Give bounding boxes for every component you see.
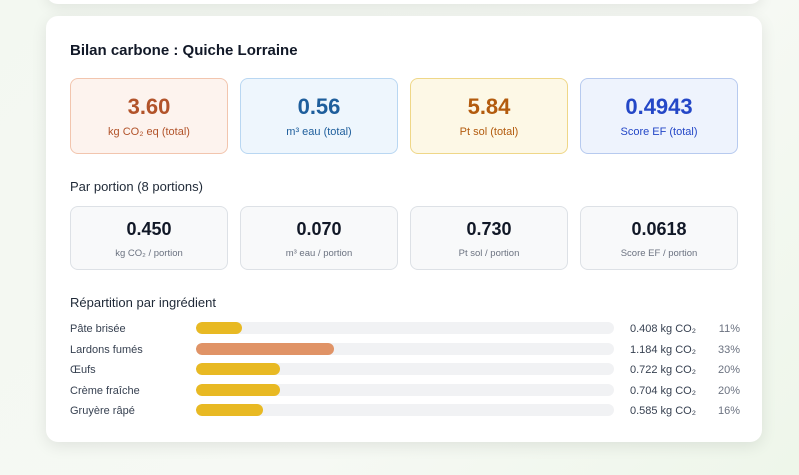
ingredient-percent: 20%	[717, 364, 740, 376]
ingredient-bar-track	[196, 322, 614, 334]
total-water-value: 0.56	[297, 94, 341, 119]
ingredient-bar-track	[196, 404, 614, 416]
ingredient-row: Œufs 0.722 kg CO₂ 20%	[70, 362, 740, 383]
portion-soil-value: 0.730	[466, 218, 512, 239]
portion-ef-label: Score EF / portion	[620, 247, 698, 259]
portion-soil-label: Pt sol / portion	[458, 247, 520, 259]
ingredient-row: Gruyère râpé 0.585 kg CO₂ 16%	[70, 403, 740, 424]
ingredient-row: Crème fraîche 0.704 kg CO₂ 20%	[70, 383, 740, 404]
carbon-report-card: Bilan carbone : Quiche Lorraine 3.60 kg …	[46, 16, 762, 442]
totals-row: 3.60 kg CO₂ eq (total) 0.56 m³ eau (tota…	[70, 78, 738, 154]
total-soil-tile: 5.84 Pt sol (total)	[410, 78, 568, 154]
portion-heading: Par portion (8 portions)	[70, 179, 203, 194]
total-co2-tile: 3.60 kg CO₂ eq (total)	[70, 78, 228, 154]
ingredient-bar-fill	[196, 363, 280, 375]
ingredient-bar-fill	[196, 342, 334, 355]
ingredient-bar-fill	[196, 404, 263, 416]
portion-co2-value: 0.450	[126, 218, 172, 239]
ingredient-bar-fill	[196, 383, 280, 396]
ingredient-bar-track	[196, 363, 614, 375]
total-ef-tile: 0.4943 Score EF (total)	[580, 78, 738, 154]
ingredient-name: Lardons fumés	[70, 343, 143, 356]
ingredient-name: Gruyère râpé	[70, 405, 135, 417]
total-water-tile: 0.56 m³ eau (total)	[240, 78, 398, 154]
total-water-label: m³ eau (total)	[286, 126, 352, 138]
ingredient-bar-track	[196, 342, 614, 355]
portion-ef-tile: 0.0618 Score EF / portion	[580, 206, 738, 270]
portion-water-tile: 0.070 m³ eau / portion	[240, 206, 398, 270]
total-co2-value: 3.60	[127, 94, 171, 119]
ingredient-percent: 20%	[717, 384, 740, 397]
ingredient-list: Pâte brisée 0.408 kg CO₂ 11% Lardons fum…	[70, 321, 740, 424]
portions-row: 0.450 kg CO₂ / portion 0.070 m³ eau / po…	[70, 206, 738, 270]
portion-soil-tile: 0.730 Pt sol / portion	[410, 206, 568, 270]
portion-co2-label: kg CO₂ / portion	[115, 247, 183, 259]
ingredient-amount: 0.585 kg CO₂	[629, 405, 696, 417]
total-soil-value: 5.84	[467, 94, 511, 119]
ingredient-row: Pâte brisée 0.408 kg CO₂ 11%	[70, 321, 740, 342]
total-ef-value: 0.4943	[625, 94, 693, 119]
ingredient-row: Lardons fumés 1.184 kg CO₂ 33%	[70, 342, 740, 363]
ingredient-amount: 0.408 kg CO₂	[629, 323, 696, 335]
ingredient-amount: 0.722 kg CO₂	[629, 364, 696, 376]
portion-co2-tile: 0.450 kg CO₂ / portion	[70, 206, 228, 270]
ingredient-name: Pâte brisée	[70, 323, 126, 335]
portion-ef-value: 0.0618	[631, 218, 687, 239]
previous-card	[46, 0, 762, 4]
ingredient-bar-track	[196, 383, 614, 396]
page-title: Bilan carbone : Quiche Lorraine	[70, 42, 298, 59]
repartition-heading: Répartition par ingrédient	[70, 295, 216, 310]
ingredient-name: Œufs	[70, 364, 96, 376]
ingredient-percent: 16%	[717, 405, 740, 417]
ingredient-amount: 0.704 kg CO₂	[629, 384, 696, 397]
total-soil-label: Pt sol (total)	[459, 126, 519, 138]
ingredient-bar-fill	[196, 322, 242, 334]
ingredient-amount: 1.184 kg CO₂	[629, 343, 696, 356]
portion-water-label: m³ eau / portion	[285, 247, 353, 259]
ingredient-name: Crème fraîche	[70, 384, 140, 397]
total-ef-label: Score EF (total)	[620, 126, 698, 138]
ingredient-percent: 11%	[718, 323, 740, 335]
portion-water-value: 0.070	[296, 218, 342, 239]
ingredient-percent: 33%	[717, 343, 740, 356]
total-co2-label: kg CO₂ eq (total)	[108, 126, 190, 138]
